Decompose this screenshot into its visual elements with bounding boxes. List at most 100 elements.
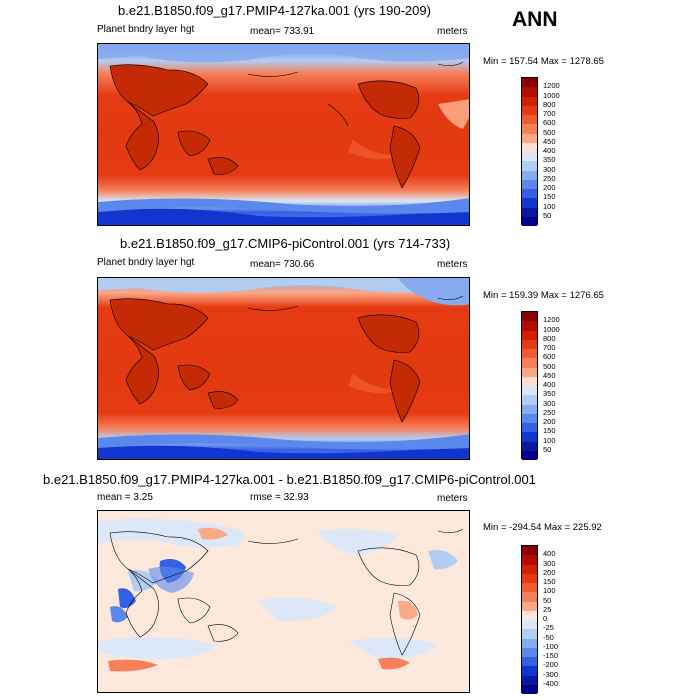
colorbar-tick-label: 200 <box>543 183 556 192</box>
panel3-mean: mean = 3.25 <box>97 492 153 503</box>
colorbar-swatch <box>522 312 537 322</box>
colorbar-tick-label: 300 <box>543 558 556 568</box>
colorbar-tick-label: 200 <box>543 417 556 426</box>
colorbar-tick-label: 800 <box>543 99 556 109</box>
colorbar-tick-label: 250 <box>543 407 556 417</box>
colorbar-swatch <box>522 105 537 115</box>
panel3-colorbar <box>521 545 538 694</box>
colorbar-swatch <box>522 638 537 648</box>
panel1-colorbar <box>521 77 538 226</box>
season-label: ANN <box>512 8 558 31</box>
colorbar-tick-label: 200 <box>543 567 556 577</box>
colorbar-tick-label: 25 <box>543 604 552 614</box>
colorbar-swatch <box>522 179 537 189</box>
colorbar-tick-label: 150 <box>543 577 556 586</box>
colorbar-swatch <box>522 87 537 97</box>
colorbar-swatch <box>522 133 537 143</box>
colorbar-tick-label: -150 <box>543 651 559 660</box>
colorbar-swatch <box>522 432 537 442</box>
colorbar-tick-label: 50 <box>543 444 552 454</box>
panel2-units: meters <box>437 259 468 270</box>
colorbar-tick-label: 1000 <box>543 90 560 100</box>
panel3-map <box>97 510 470 693</box>
colorbar-swatch <box>522 583 537 593</box>
colorbar-swatch <box>522 198 537 208</box>
colorbar-swatch <box>522 376 537 386</box>
colorbar-tick-label: 50 <box>543 595 552 605</box>
colorbar-tick-label: 700 <box>543 343 556 352</box>
panel3-title: b.e21.B1850.f09_g17.PMIP4-127ka.001 - b.… <box>43 472 536 487</box>
panel2-variable-label: Planet bndry layer hgt <box>97 257 195 268</box>
panel2-minmax: Min = 159.39 Max = 1276.65 <box>483 290 604 301</box>
colorbar-tick-label: 400 <box>543 380 556 389</box>
colorbar-tick-label: 100 <box>543 201 556 211</box>
colorbar-tick-label: 600 <box>543 118 556 128</box>
colorbar-tick-label: 1200 <box>543 315 560 325</box>
colorbar-swatch <box>522 647 537 657</box>
panel1-variable-label: Planet bndry layer hgt <box>97 24 195 35</box>
colorbar-tick-label: 150 <box>543 192 556 202</box>
colorbar-swatch <box>522 367 537 377</box>
colorbar-swatch <box>522 546 537 556</box>
colorbar-tick-label: 400 <box>543 549 556 559</box>
colorbar-tick-label: 450 <box>543 136 556 146</box>
colorbar-swatch <box>522 78 537 88</box>
colorbar-tick-label: 100 <box>543 435 556 445</box>
colorbar-tick-label: 800 <box>543 333 556 343</box>
colorbar-tick-label: 0 <box>543 614 548 623</box>
colorbar-swatch <box>522 115 537 125</box>
colorbar-tick-label: -400 <box>543 678 559 688</box>
colorbar-swatch <box>522 404 537 414</box>
colorbar-tick-label: 400 <box>543 146 556 155</box>
colorbar-swatch <box>522 573 537 583</box>
colorbar-tick-label: 500 <box>543 127 556 137</box>
colorbar-swatch <box>522 216 537 226</box>
colorbar-tick-label: 150 <box>543 426 556 436</box>
panel3-rmse: rmse = 32.93 <box>250 492 309 503</box>
colorbar-swatch <box>522 610 537 620</box>
colorbar-tick-label: 300 <box>543 164 556 174</box>
panel1-units: meters <box>437 26 468 37</box>
colorbar-tick-label: -300 <box>543 669 559 679</box>
panel2-map <box>97 277 470 460</box>
colorbar-tick-label: -200 <box>543 660 559 670</box>
colorbar-swatch <box>522 189 537 199</box>
colorbar-swatch <box>522 675 537 685</box>
colorbar-swatch <box>522 142 537 152</box>
panel3-minmax: Min = -294.54 Max = 225.92 <box>483 522 602 533</box>
colorbar-swatch <box>522 358 537 368</box>
colorbar-tick-label: 450 <box>543 370 556 380</box>
colorbar-swatch <box>522 684 537 694</box>
panel1-title: b.e21.B1850.f09_g17.PMIP4-127ka.001 (yrs… <box>118 3 431 18</box>
colorbar-tick-label: 250 <box>543 173 556 183</box>
colorbar-tick-label: 300 <box>543 398 556 408</box>
colorbar-swatch <box>522 124 537 134</box>
colorbar-swatch <box>522 450 537 460</box>
panel1-map <box>97 43 470 226</box>
colorbar-tick-label: -25 <box>543 623 554 633</box>
colorbar-swatch <box>522 395 537 405</box>
colorbar-swatch <box>522 152 537 162</box>
panel2-title: b.e21.B1850.f09_g17.CMIP6-piControl.001 … <box>120 236 451 251</box>
colorbar-tick-label: 1200 <box>543 81 560 91</box>
colorbar-tick-label: -50 <box>543 632 554 642</box>
colorbar-swatch <box>522 321 537 331</box>
colorbar-swatch <box>522 413 537 423</box>
colorbar-swatch <box>522 592 537 602</box>
colorbar-tick-label: 500 <box>543 361 556 371</box>
colorbar-tick-label: 100 <box>543 586 556 596</box>
colorbar-swatch <box>522 330 537 340</box>
colorbar-swatch <box>522 620 537 630</box>
panel2-colorbar <box>521 311 538 460</box>
colorbar-swatch <box>522 423 537 433</box>
colorbar-tick-label: 350 <box>543 155 556 165</box>
colorbar-swatch <box>522 386 537 396</box>
colorbar-swatch <box>522 349 537 359</box>
colorbar-tick-label: 350 <box>543 389 556 399</box>
colorbar-swatch <box>522 666 537 676</box>
colorbar-tick-label: 50 <box>543 210 552 220</box>
colorbar-swatch <box>522 629 537 639</box>
colorbar-swatch <box>522 601 537 611</box>
colorbar-swatch <box>522 96 537 106</box>
colorbar-swatch <box>522 564 537 574</box>
